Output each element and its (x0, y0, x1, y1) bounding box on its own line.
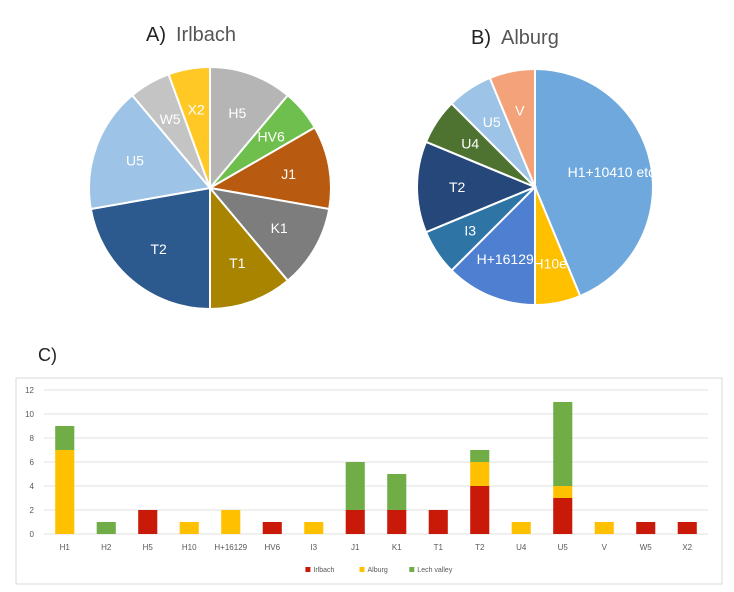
bar-lech-valley-t2 (470, 450, 490, 462)
x-tick-label: H2 (101, 543, 112, 552)
pie-slice-j1 (207, 126, 332, 211)
x-tick-label: K1 (392, 543, 402, 552)
bar-irlbach-hv6 (262, 522, 282, 534)
x-tick-label: X2 (682, 543, 692, 552)
legend-swatch-alburg (359, 567, 365, 572)
bar-lech-valley-h1 (55, 426, 75, 450)
pie-slice-label-u4: U4 (461, 136, 479, 152)
bar-lech-valley-u5 (553, 402, 573, 486)
panel-a: A) Irlbach H5 HV6 J1 K1 T1 T2 U5 W5 X2 (88, 24, 332, 311)
bar-lech-valley-j1 (345, 462, 365, 510)
bar-irlbach-w5 (636, 522, 656, 534)
bar-alburg-i3 (304, 522, 324, 534)
pie-slice-label-hv6: HV6 (258, 129, 285, 145)
pie-slice-label-k1: K1 (271, 220, 288, 236)
bar-irlbach-t1 (428, 510, 448, 534)
pie-slice-h5 (209, 65, 290, 191)
pie-slice-t1 (209, 185, 290, 311)
bar-alburg-h-16129 (221, 510, 241, 534)
pie-slice-label-h1-10410-etc: H1+10410 etc (568, 164, 656, 180)
pie-slice-x2 (167, 65, 211, 189)
bar-alburg-h1 (55, 450, 75, 534)
x-tick-label: J1 (351, 543, 360, 552)
x-tick-label: U4 (516, 543, 527, 552)
pie-slice-v (488, 67, 536, 188)
bar-alburg-u4 (511, 522, 531, 534)
y-tick-label: 8 (30, 434, 35, 443)
bar-lech-valley-k1 (387, 474, 407, 510)
y-tick-label: 12 (25, 386, 34, 395)
pie-slice-label-u5: U5 (126, 153, 144, 169)
pie-slice-label-t1: T1 (229, 255, 246, 271)
legend-label-lech-valley: Lech valley (417, 567, 453, 574)
x-tick-label: W5 (640, 543, 653, 552)
pie-slice-u5 (88, 93, 212, 211)
pie-slice-label-h10e: H10e (533, 255, 567, 271)
panel-c: C) 0 2 4 6 8 10 12 H1 H2 H5 H10 H+16129 HV6 I3 J1 K1 T1 T… (15, 345, 723, 585)
pie-slice-label-v: V (515, 103, 525, 119)
panel-c-letter: C) (38, 345, 57, 365)
pie-slice-label-t2: T2 (150, 241, 167, 257)
pie-slice-label-t2: T2 (449, 179, 466, 195)
pie-slice-label-j1: J1 (281, 166, 296, 182)
stacked-bar-chart: 0 2 4 6 8 10 12 H1 H2 H5 H10 H+16129 HV6 I3 J1 K1 T1 T2 U4… (25, 386, 708, 574)
x-tick-label: T2 (475, 543, 485, 552)
panel-a-letter: A) (146, 24, 166, 46)
pie-slice-h-16129 (450, 184, 536, 307)
legend-swatch-irlbach (305, 567, 311, 572)
x-tick-label: H5 (143, 543, 154, 552)
bar-alburg-t2 (470, 462, 490, 486)
pie-slice-label-h5: H5 (228, 105, 246, 121)
pie-slice-label-i3: I3 (464, 222, 476, 238)
y-tick-label: 6 (30, 458, 35, 467)
x-tick-label: H+16129 (214, 543, 247, 552)
x-tick-label: H10 (182, 543, 197, 552)
panel-a-title: Irlbach (176, 24, 236, 46)
pie-slice-label-h-16129: H+16129 (477, 251, 534, 267)
bar-alburg-u5 (553, 486, 573, 498)
x-tick-label: U5 (558, 543, 569, 552)
bar-lech-valley-h2 (96, 522, 116, 534)
y-tick-label: 0 (30, 530, 35, 539)
x-tick-label: I3 (310, 543, 317, 552)
bar-alburg-h10 (179, 522, 199, 534)
pie-slice-k1 (207, 186, 331, 283)
legend-label-alburg: Alburg (368, 567, 388, 574)
pie-slice-t2 (89, 186, 211, 311)
pie-slice-h1-10410-etc (534, 67, 654, 298)
y-tick-label: 10 (25, 410, 34, 419)
panel-b-letter: B) (471, 27, 491, 49)
y-tick-label: 4 (30, 482, 35, 491)
pie-slice-label-x2: X2 (188, 101, 205, 117)
panel-b-title: Alburg (501, 27, 559, 49)
x-tick-label: V (602, 543, 608, 552)
bar-irlbach-j1 (345, 510, 365, 534)
bar-chart-frame (15, 377, 723, 585)
x-tick-label: T1 (434, 543, 444, 552)
bar-irlbach-u5 (553, 498, 573, 534)
x-tick-label: H1 (60, 543, 71, 552)
legend-swatch-lech-valley (409, 567, 415, 572)
x-tick-label: HV6 (264, 543, 280, 552)
pie-slice-t2 (416, 140, 538, 234)
y-tick-label: 2 (30, 506, 35, 515)
bar-alburg-v (594, 522, 614, 534)
bar-irlbach-h5 (138, 510, 158, 534)
pie-chart-irlbach: H5 HV6 J1 K1 T1 T2 U5 W5 X2 (88, 65, 332, 311)
pie-slice-label-w5: W5 (160, 111, 181, 127)
bar-irlbach-t2 (470, 486, 490, 534)
bar-irlbach-k1 (387, 510, 407, 534)
pie-slice-label-u5: U5 (483, 114, 501, 130)
bar-irlbach-x2 (677, 522, 697, 534)
legend-label-irlbach: Irlbach (313, 567, 334, 574)
